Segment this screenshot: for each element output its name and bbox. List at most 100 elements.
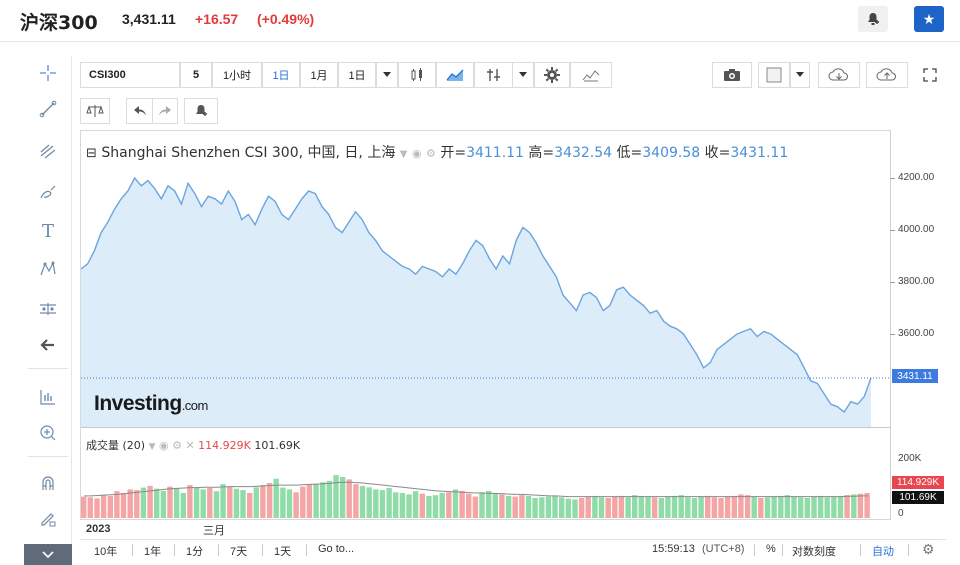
x-label-year: 2023 bbox=[86, 523, 111, 535]
interval-1d-button[interactable]: 1日 bbox=[262, 62, 300, 88]
cloud-download-icon bbox=[828, 68, 848, 81]
cloud-upload-button[interactable] bbox=[866, 62, 908, 88]
interval-1h-button[interactable]: 1小时 bbox=[212, 62, 262, 88]
close-label: 收= bbox=[704, 145, 731, 161]
divider bbox=[132, 544, 133, 556]
volume-bar bbox=[738, 494, 744, 518]
fullscreen-button[interactable] bbox=[914, 62, 946, 88]
undo-button[interactable] bbox=[126, 98, 152, 124]
pattern-icon[interactable] bbox=[34, 256, 62, 282]
pencil-lock-icon[interactable] bbox=[34, 506, 62, 532]
trend-line-icon[interactable] bbox=[34, 96, 62, 122]
volume-bar bbox=[459, 490, 465, 518]
range-bar: 10年 1年 1分 7天 1天 Go to... 15:59:13 (UTC+8… bbox=[80, 539, 946, 559]
collapse-icon[interactable]: ⊟ bbox=[86, 146, 97, 161]
template-button[interactable] bbox=[758, 62, 790, 88]
volume-bar bbox=[598, 497, 605, 518]
volume-bar bbox=[127, 489, 133, 518]
volume-bar bbox=[253, 487, 259, 518]
candles-button[interactable] bbox=[398, 62, 436, 88]
price-axis[interactable] bbox=[890, 130, 946, 520]
volume-bar bbox=[432, 495, 439, 518]
auto-scale-toggle[interactable]: 自动 bbox=[872, 546, 894, 558]
range-1d[interactable]: 1天 bbox=[274, 546, 292, 558]
log-scale-toggle[interactable]: 对数刻度 bbox=[792, 546, 836, 558]
interval-1m-button[interactable]: 1月 bbox=[300, 62, 338, 88]
range-1min[interactable]: 1分 bbox=[186, 546, 204, 558]
range-1y[interactable]: 1年 bbox=[144, 546, 162, 558]
template-dropdown[interactable] bbox=[790, 62, 810, 88]
cloud-download-button[interactable] bbox=[818, 62, 860, 88]
balance-button[interactable] bbox=[80, 98, 110, 124]
magnet-icon[interactable] bbox=[34, 470, 62, 496]
volume-bar bbox=[625, 497, 631, 518]
price-chart[interactable] bbox=[81, 160, 889, 427]
volume-bar bbox=[678, 495, 684, 518]
volume-bar bbox=[313, 483, 319, 518]
settings-button[interactable] bbox=[534, 62, 570, 88]
volume-bar bbox=[293, 492, 299, 518]
range-7d[interactable]: 7天 bbox=[230, 546, 248, 558]
expand-toolbar-button[interactable] bbox=[24, 544, 72, 565]
fib-tools-icon[interactable] bbox=[34, 138, 62, 164]
y-tick-label: 3600.00 bbox=[898, 328, 935, 339]
area-chart-icon bbox=[446, 69, 464, 81]
caret-down-icon[interactable]: ▼ bbox=[148, 442, 156, 452]
volume-bar bbox=[545, 496, 552, 518]
caret-down-icon bbox=[383, 72, 391, 77]
brush-icon[interactable] bbox=[34, 180, 62, 206]
watchlist-star-button[interactable]: ★ bbox=[914, 6, 944, 32]
volume-bar bbox=[373, 489, 379, 518]
crosshair-icon[interactable] bbox=[34, 60, 62, 86]
volume-bar bbox=[227, 486, 233, 518]
add-alert-button[interactable] bbox=[858, 6, 888, 32]
alert-button[interactable] bbox=[184, 98, 218, 124]
screenshot-button[interactable] bbox=[712, 62, 752, 88]
volume-bar bbox=[320, 482, 326, 518]
chart-pane[interactable] bbox=[80, 130, 890, 520]
volume-bar bbox=[559, 497, 565, 518]
gear-icon[interactable]: ⚙ bbox=[922, 541, 935, 557]
eye-icon[interactable]: ◉ bbox=[411, 147, 422, 160]
redo-button[interactable] bbox=[152, 98, 178, 124]
timezone[interactable]: (UTC+8) bbox=[702, 543, 745, 555]
indicators-button[interactable] bbox=[474, 62, 512, 88]
settings-small-icon[interactable]: ⚙ bbox=[426, 147, 436, 160]
ruler-icon[interactable] bbox=[34, 384, 62, 410]
arrow-left-icon[interactable] bbox=[34, 332, 62, 358]
volume-bar bbox=[147, 485, 153, 518]
volume-bar bbox=[698, 496, 704, 518]
divider bbox=[908, 544, 909, 556]
measure-icon[interactable] bbox=[34, 296, 62, 322]
compare-button[interactable] bbox=[570, 62, 612, 88]
interval-5-button[interactable]: 5 bbox=[180, 62, 212, 88]
volume-bar bbox=[565, 498, 571, 518]
indicators-dropdown[interactable] bbox=[512, 62, 534, 88]
volume-bar bbox=[167, 486, 173, 518]
volume-bar bbox=[446, 492, 452, 518]
range-10y[interactable]: 10年 bbox=[94, 546, 118, 558]
volume-bar bbox=[512, 496, 518, 518]
percent-toggle[interactable]: % bbox=[766, 543, 776, 555]
eye-icon[interactable]: ◉ ⚙ ✕ bbox=[159, 439, 195, 452]
caret-down-icon[interactable]: ▼ bbox=[399, 149, 408, 160]
volume-ma-tag: 101.69K bbox=[892, 491, 944, 504]
area-chart-button[interactable] bbox=[436, 62, 474, 88]
template-square-icon bbox=[766, 67, 782, 83]
volume-chart[interactable] bbox=[81, 436, 889, 518]
volume-bar bbox=[857, 493, 864, 518]
text-tool-icon[interactable]: T bbox=[41, 220, 54, 242]
interval-select[interactable]: 1日 bbox=[338, 62, 376, 88]
zoom-in-icon[interactable] bbox=[34, 420, 62, 446]
interval-dropdown[interactable] bbox=[376, 62, 398, 88]
open-label: 开= bbox=[440, 145, 467, 161]
chart-toolbar: CSI300 5 1小时 1日 1月 1日 bbox=[80, 60, 946, 90]
goto-button[interactable]: Go to... bbox=[318, 543, 355, 555]
volume-bar bbox=[120, 493, 127, 518]
y-tick-mark bbox=[890, 230, 895, 231]
volume-bar bbox=[280, 487, 286, 518]
volume-bar bbox=[744, 495, 751, 518]
redo-icon bbox=[159, 106, 171, 116]
symbol-input[interactable]: CSI300 bbox=[80, 62, 180, 88]
volume-label: 成交量 (20) bbox=[86, 439, 146, 452]
